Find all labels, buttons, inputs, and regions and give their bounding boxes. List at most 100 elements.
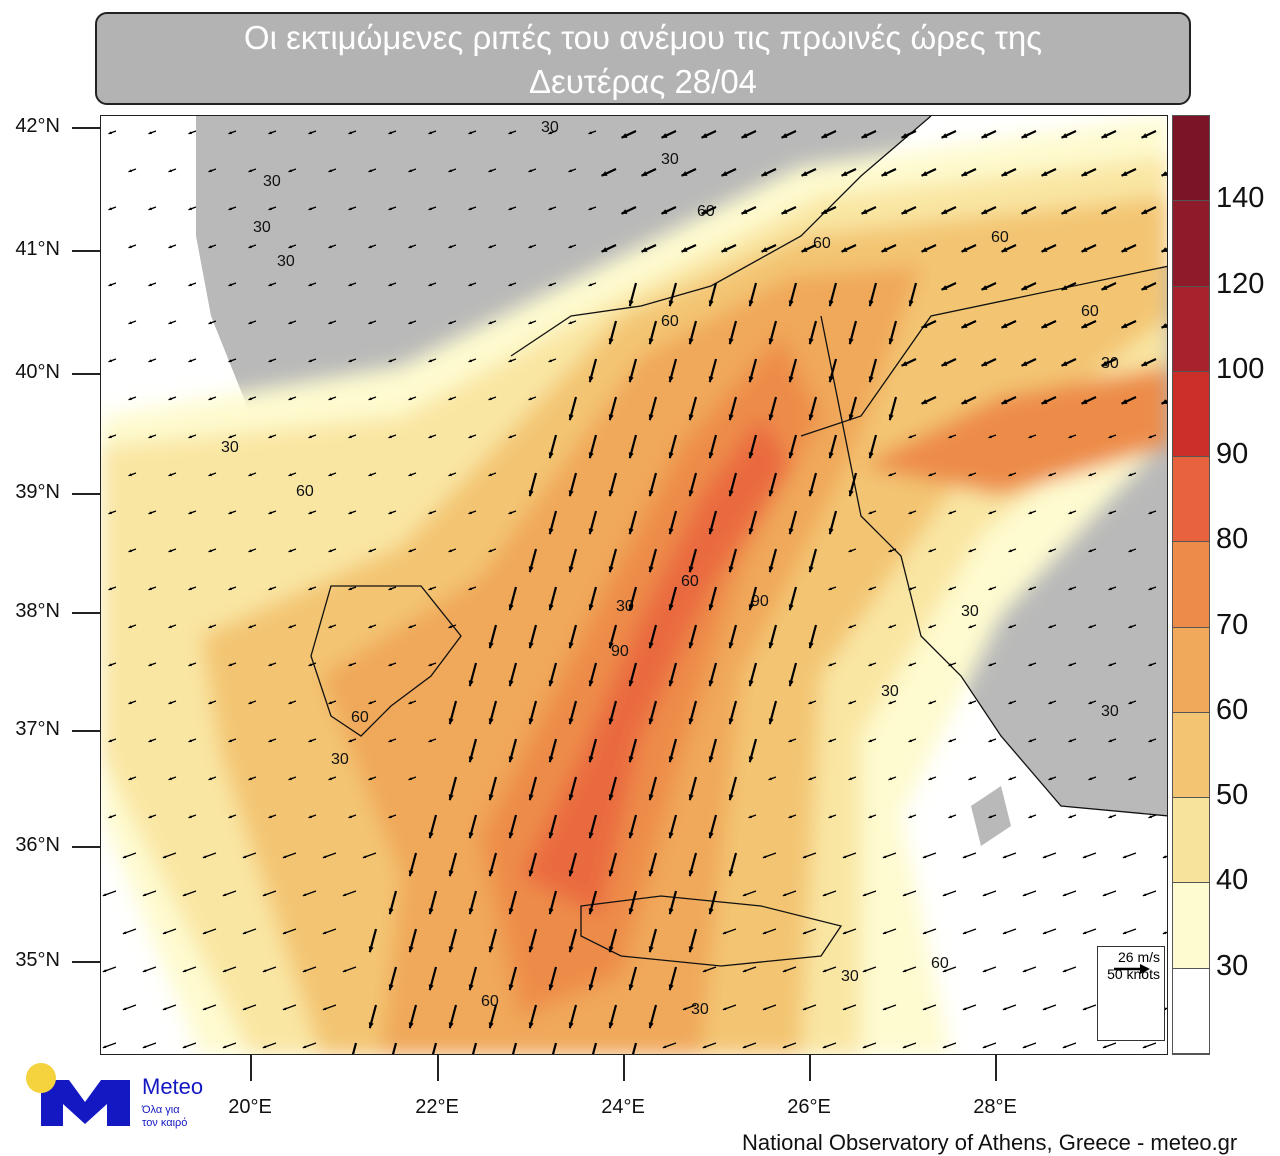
wind-arrow <box>888 396 898 421</box>
wind-arrow <box>968 700 977 705</box>
wind-arrow <box>1161 323 1167 329</box>
wind-arrow <box>948 586 957 591</box>
wind-arrow <box>1001 244 1017 253</box>
gust-shading <box>101 116 1167 1054</box>
wind-arrow <box>548 434 558 459</box>
wind-arrow <box>1121 168 1137 177</box>
colorbar-bin <box>1173 968 1209 1054</box>
wind-arrow <box>1061 130 1077 139</box>
wind-arrow <box>248 472 257 477</box>
wind-arrow <box>688 928 698 953</box>
wind-arrow <box>408 396 417 401</box>
colorbar-bin <box>1173 627 1209 713</box>
wind-arrow <box>188 662 197 667</box>
wind-arrow <box>548 586 558 611</box>
wind-arrow <box>708 890 718 915</box>
wind-arrow <box>848 320 858 345</box>
wind-arrow <box>268 814 277 819</box>
wind-arrow <box>488 1004 498 1029</box>
wind-arrow <box>761 244 777 253</box>
wind-arrow <box>788 662 798 687</box>
wind-arrow <box>508 586 518 611</box>
wind-arrow <box>448 1004 458 1029</box>
wind-arrow <box>941 358 957 367</box>
wind-arrow <box>1081 320 1097 329</box>
wind-arrow <box>368 168 377 173</box>
wind-arrow <box>208 548 217 553</box>
wind-arrow <box>981 206 997 215</box>
wind-arrow <box>228 662 237 667</box>
wind-arrow <box>148 434 157 439</box>
wind-arrow <box>468 814 478 839</box>
wind-arrow <box>528 700 538 725</box>
wind-arrow <box>128 168 137 173</box>
wind-arrow <box>1128 624 1137 629</box>
wind-arrow <box>102 966 117 973</box>
wind-arrow <box>1108 814 1117 819</box>
wind-arrow <box>348 662 357 667</box>
wind-arrow <box>268 510 277 515</box>
wind-arrow <box>288 472 297 477</box>
wind-arrow <box>388 206 397 211</box>
wind-arrow <box>228 434 237 439</box>
wind-arrow <box>588 510 598 535</box>
wind-arrow <box>808 624 818 649</box>
wind-arrow <box>408 548 417 553</box>
wind-arrow <box>1108 738 1117 743</box>
wind-arrow <box>1142 1042 1157 1049</box>
colorbar-bin <box>1173 542 1209 628</box>
wind-arrow <box>588 206 597 211</box>
wind-arrow <box>962 1004 977 1011</box>
lat-tick <box>72 493 100 495</box>
wind-arrow <box>962 852 977 859</box>
wind-arrow <box>681 168 697 177</box>
wind-arrow <box>348 814 357 819</box>
wind-arrow <box>488 776 498 801</box>
wind-arrow <box>468 510 477 515</box>
wind-arrow <box>881 168 897 177</box>
wind-arrow <box>641 244 657 253</box>
wind-arrow <box>448 320 457 325</box>
wind-arrow <box>728 852 738 877</box>
wind-arrow <box>588 586 598 611</box>
wind-arrow <box>941 282 957 291</box>
wind-arrow <box>802 1004 817 1011</box>
logo-name: Meteo <box>142 1074 204 1099</box>
wind-arrow <box>828 738 837 743</box>
wind-arrow <box>668 662 678 687</box>
wind-arrow <box>448 852 458 877</box>
wind-arrow <box>968 776 977 781</box>
wind-arrow <box>1101 130 1117 139</box>
wind-arrow <box>128 548 137 553</box>
wind-arrow <box>1002 852 1017 859</box>
wind-arrow <box>668 510 678 535</box>
wind-arrow <box>388 282 397 287</box>
wind-arrow <box>801 168 817 177</box>
wind-arrow <box>888 472 897 477</box>
wind-arrow <box>428 738 437 743</box>
wind-arrow <box>528 928 538 953</box>
contour-label: 60 <box>931 955 949 972</box>
wind-arrow <box>748 434 758 459</box>
wind-arrow <box>1128 700 1137 705</box>
wind-arrow <box>468 282 477 287</box>
contour-label: 60 <box>661 313 679 330</box>
wind-arrow <box>1082 928 1097 935</box>
wind-arrow <box>568 928 578 953</box>
wind-vectors <box>102 130 1167 1054</box>
wind-arrow <box>802 852 817 859</box>
wind-arrow <box>988 510 997 515</box>
wind-arrow <box>322 928 337 935</box>
wind-arrow <box>982 966 997 973</box>
wind-arrow <box>388 738 397 743</box>
wind-arrow <box>468 738 478 763</box>
wind-arrow <box>1008 548 1017 553</box>
wind-arrow <box>182 1042 197 1049</box>
wind-arrow <box>1042 1004 1057 1011</box>
wind-arrow <box>1141 206 1157 215</box>
wind-arrow <box>802 928 817 935</box>
wind-arrow <box>548 738 558 763</box>
wind-arrow <box>591 1042 598 1054</box>
wind-arrow <box>248 396 257 401</box>
wind-arrow <box>168 700 177 705</box>
